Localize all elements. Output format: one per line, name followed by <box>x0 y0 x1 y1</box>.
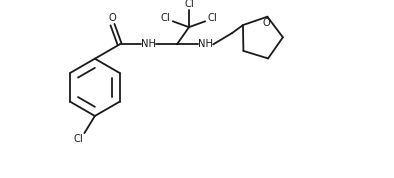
Text: NH: NH <box>141 39 156 49</box>
Text: NH: NH <box>198 39 213 49</box>
Text: Cl: Cl <box>208 13 217 23</box>
Text: Cl: Cl <box>184 0 194 9</box>
Text: O: O <box>109 13 116 23</box>
Text: Cl: Cl <box>74 134 84 144</box>
Text: Cl: Cl <box>160 13 170 23</box>
Text: O: O <box>262 18 270 28</box>
